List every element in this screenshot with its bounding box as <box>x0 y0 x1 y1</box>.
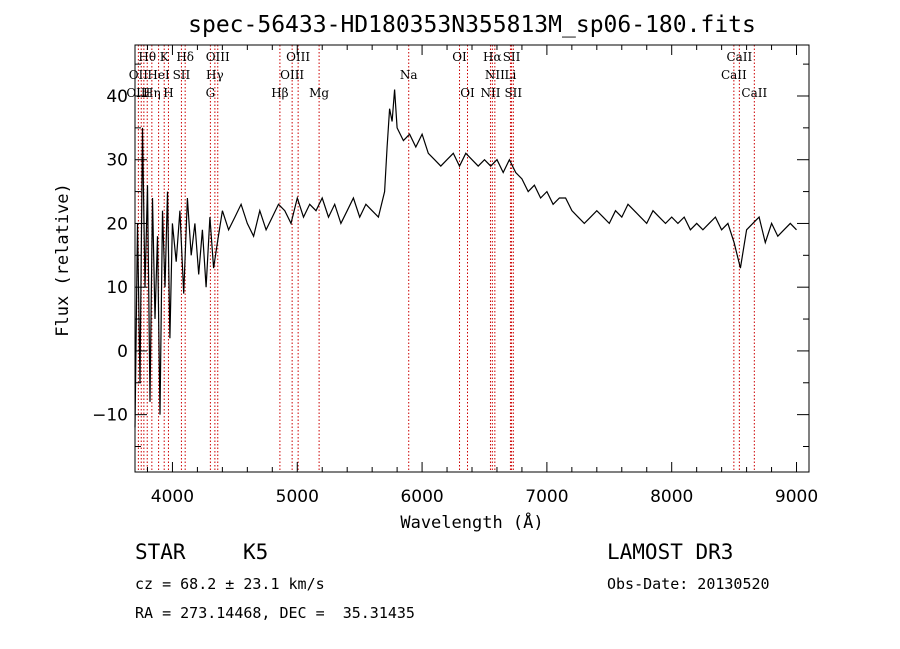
line-label: NII <box>480 86 500 100</box>
marker-lines <box>137 45 755 472</box>
line-label: OIII <box>206 50 230 64</box>
line-label: Li <box>505 68 517 82</box>
subclass: K5 <box>243 540 269 564</box>
x-tick-label: 6000 <box>400 487 443 507</box>
line-label: Hβ <box>271 86 288 100</box>
line-label: CaII <box>726 50 752 64</box>
survey-name: LAMOST DR3 <box>607 540 734 564</box>
y-axis-label: Flux (relative) <box>53 183 73 337</box>
x-tick-label: 8000 <box>650 487 693 507</box>
y-tick-labels: −10 0 10 20 30 40 <box>92 87 128 426</box>
x-tick-label: 9000 <box>775 487 818 507</box>
coordinates: RA = 273.14468, DEC = 35.31435 <box>135 604 415 622</box>
line-label: Hθ <box>138 50 156 64</box>
line-label: SII <box>173 68 191 82</box>
line-label: H <box>163 86 173 100</box>
line-label: NII <box>485 68 505 82</box>
axis-ticks <box>135 45 809 472</box>
line-label: Na <box>400 68 418 82</box>
y-tick-label: 10 <box>106 278 128 298</box>
x-tick-label: 7000 <box>525 487 568 507</box>
line-label: OI <box>452 50 467 64</box>
velocity: cz = 68.2 ± 23.1 km/s <box>135 575 325 593</box>
line-label: Hδ <box>176 50 194 64</box>
object-class: STAR <box>135 540 186 564</box>
x-tick-labels: 4000 5000 6000 7000 8000 9000 <box>151 487 818 507</box>
line-label: CaII <box>741 86 767 100</box>
line-label: HeI <box>147 68 170 82</box>
line-label: OI <box>460 86 475 100</box>
line-label: SII <box>503 50 521 64</box>
line-label: K <box>160 50 170 64</box>
spectrum-line <box>134 89 797 428</box>
line-label: Hγ <box>206 68 224 82</box>
line-label: Mg <box>309 86 329 100</box>
x-axis-label: Wavelength (Å) <box>400 511 543 533</box>
chart-title: spec-56433-HD180353N355813M_sp06-180.fit… <box>188 12 756 38</box>
line-label: Hα <box>483 50 502 64</box>
x-tick-label: 5000 <box>276 487 319 507</box>
line-label: OIII <box>280 68 304 82</box>
y-tick-label: 30 <box>106 151 128 171</box>
y-tick-label: 20 <box>106 214 128 234</box>
obs-date: Obs-Date: 20130520 <box>607 575 770 593</box>
line-label: SII <box>504 86 522 100</box>
y-tick-label: 40 <box>106 87 128 107</box>
plot-frame <box>134 44 810 473</box>
y-tick-label: 0 <box>117 342 128 362</box>
line-label: OII <box>129 68 149 82</box>
line-label: G <box>206 86 216 100</box>
line-label: OIII <box>126 86 150 100</box>
y-tick-label: −10 <box>92 406 128 426</box>
line-label: CaII <box>721 68 747 82</box>
line-label: Hη <box>143 86 161 100</box>
line-label: OIII <box>286 50 310 64</box>
x-tick-label: 4000 <box>151 487 194 507</box>
